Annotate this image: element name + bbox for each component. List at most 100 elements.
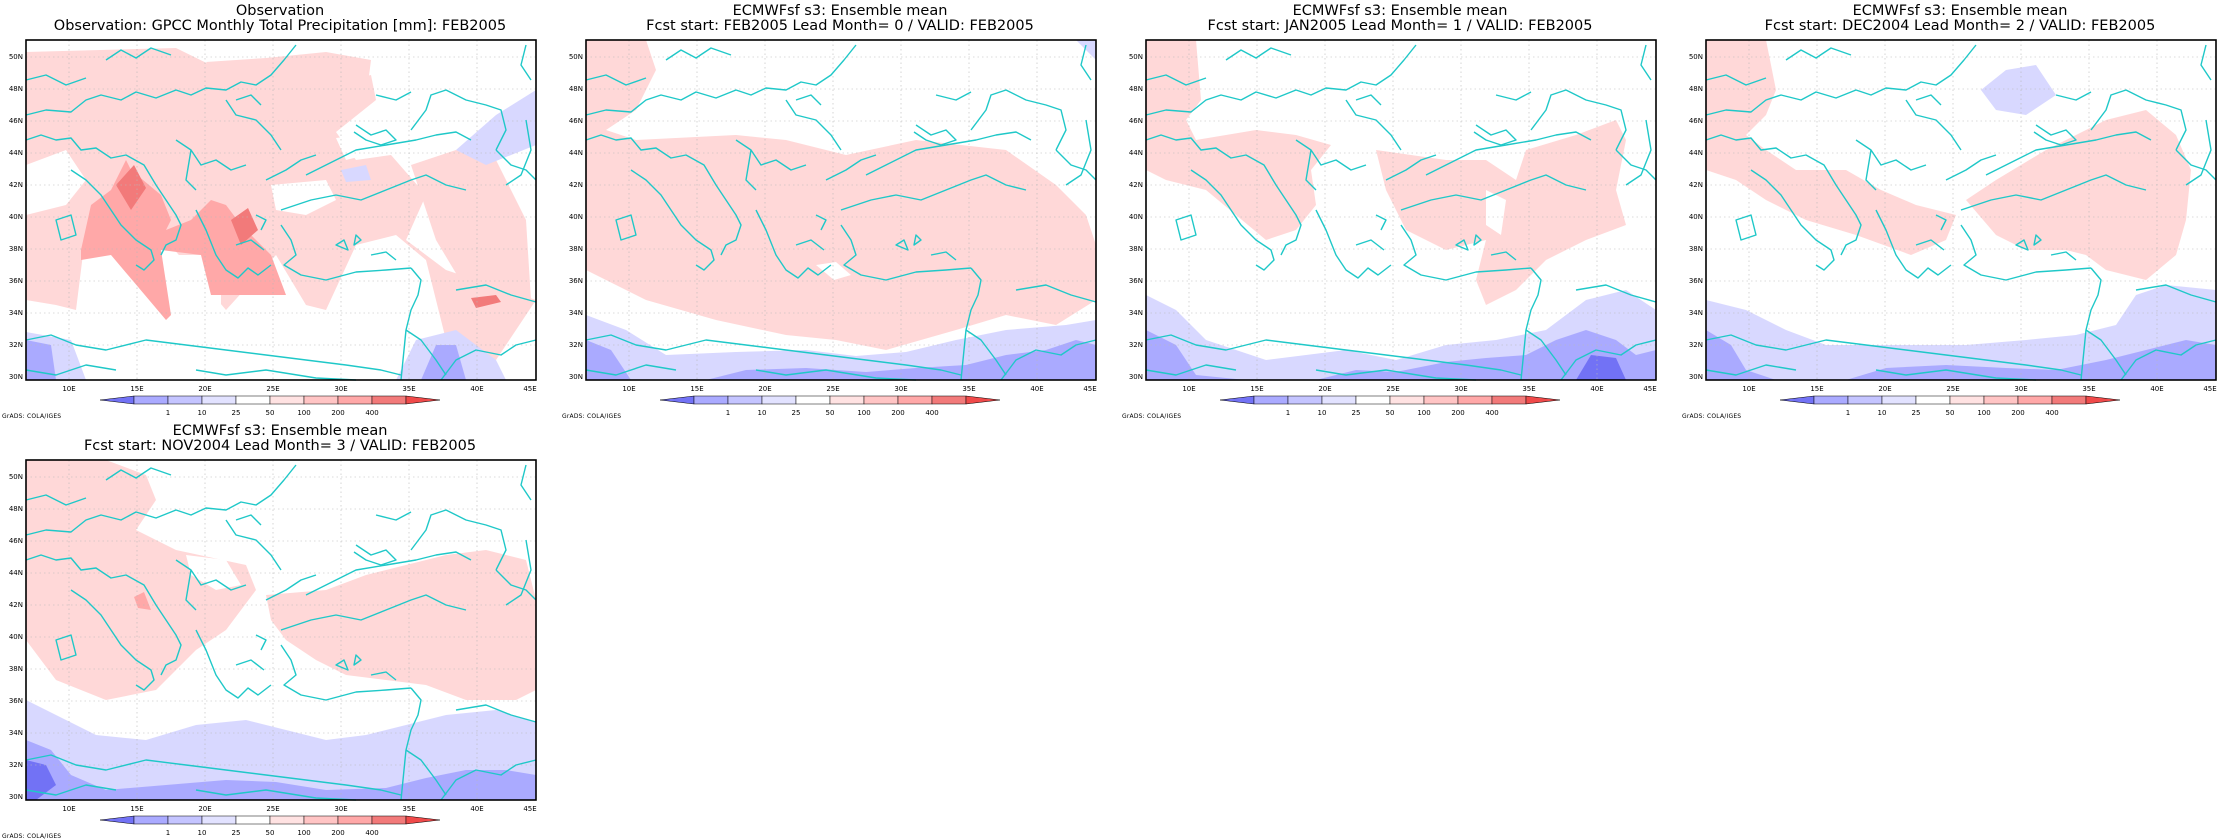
colorbar-legend: 1 10 25 50 100 200 400 (99, 815, 441, 837)
lon-tick-label: 30E (334, 385, 347, 393)
colorbar-swatch (405, 815, 441, 825)
lon-tick-label: 15E (690, 385, 703, 393)
lon-tick-label: 35E (402, 385, 415, 393)
colorbar-swatch (167, 395, 203, 405)
precipitation-map: 10E 15E 20E 25E 30E 35E 40E 45E 50N 48N … (9, 459, 537, 813)
colorbar-label: 10 (1318, 409, 1327, 417)
lat-tick-label: 42N (569, 181, 583, 189)
colorbar-label: 1 (1286, 409, 1290, 417)
colorbar-swatch (965, 395, 1001, 405)
colorbar-label: 100 (297, 829, 310, 837)
lon-tick-label: 10E (62, 385, 75, 393)
precip-fill-blue-light (1706, 285, 2216, 380)
precip-fill-white (1956, 165, 1981, 185)
colorbar-swatch (693, 395, 729, 405)
lon-tick-label: 40E (470, 385, 483, 393)
lat-tick-label: 38N (1129, 245, 1143, 253)
colorbar-label: 25 (792, 409, 801, 417)
colorbar-swatch (1983, 395, 2019, 405)
colorbar-label: 25 (1912, 409, 1921, 417)
lon-tick-label: 20E (1318, 385, 1331, 393)
lat-tick-label: 42N (9, 601, 23, 609)
precip-fill-red-light (411, 150, 531, 315)
colorbar-label: 25 (1352, 409, 1361, 417)
lat-tick-label: 44N (569, 149, 583, 157)
colorbar-label: 200 (1451, 409, 1464, 417)
lat-tick-label: 38N (1689, 245, 1703, 253)
colorbar-swatch (303, 815, 339, 825)
colorbar-label: 200 (331, 829, 344, 837)
colorbar-swatch (1881, 395, 1917, 405)
lat-tick-label: 30N (1689, 373, 1703, 381)
colorbar-legend: 1 10 25 50 100 200 400 (1219, 395, 1561, 417)
colorbar-swatch (1915, 395, 1951, 405)
lon-tick-label: 35E (2082, 385, 2095, 393)
lat-tick-label: 50N (9, 53, 23, 61)
colorbar-label: 400 (925, 409, 938, 417)
precip-fill-red-light (1146, 40, 1331, 240)
lon-tick-label: 40E (2150, 385, 2163, 393)
map-frame (585, 39, 1097, 381)
panel-title: ECMWFsf s3: Ensemble mean (732, 3, 948, 19)
colorbar-swatch (2085, 395, 2121, 405)
map-panel-lead-0: ECMWFsf s3: Ensemble mean Fcst start: FE… (560, 0, 1120, 420)
lon-tick-label: 40E (1590, 385, 1603, 393)
precip-anomaly-fills (1706, 40, 2216, 380)
precip-fill-blue-light (456, 90, 536, 165)
lat-tick-label: 48N (9, 505, 23, 513)
lat-tick-label: 48N (569, 85, 583, 93)
colorbar-label: 400 (2045, 409, 2058, 417)
precip-anomaly-fills (586, 40, 1096, 380)
colorbar-label: 400 (365, 829, 378, 837)
panel-title: ECMWFsf s3: Ensemble mean (1852, 3, 2068, 19)
lon-tick-label: 15E (1250, 385, 1263, 393)
panel-title: ECMWFsf s3: Ensemble mean (172, 423, 388, 439)
lon-tick-label: 10E (622, 385, 635, 393)
colorbar-legend: 1 10 25 50 100 200 400 (99, 395, 441, 417)
precip-fill-white (1486, 190, 1506, 235)
precip-fill-blue-light (586, 315, 1096, 380)
precip-fill-red-light (1706, 40, 1956, 255)
colorbar-swatch (99, 815, 135, 825)
precip-fill-white (816, 262, 851, 280)
colorbar-swatch (1779, 395, 1815, 405)
colorbar-swatch (133, 815, 169, 825)
map-panel-lead-1: ECMWFsf s3: Ensemble mean Fcst start: JA… (1120, 0, 1680, 420)
colorbar-swatch (1219, 395, 1255, 405)
colorbar-swatch (235, 395, 271, 405)
colorbar-label: 100 (1417, 409, 1430, 417)
coastline (25, 44, 537, 381)
lat-tick-label: 44N (9, 569, 23, 577)
grads-credit: GrADS: COLA/IGES (2, 413, 62, 420)
colorbar-swatch (1423, 395, 1459, 405)
colorbar-swatch (201, 815, 237, 825)
colorbar-swatch (201, 395, 237, 405)
precip-fill-blue-mid (1146, 330, 1246, 380)
colorbar-swatch (133, 395, 169, 405)
colorbar-swatch (303, 395, 339, 405)
precipitation-map: 10E 15E 20E 25E 30E 35E 40E 45E 50N 48N … (569, 39, 1097, 393)
map-frame (25, 39, 537, 381)
lon-axis-labels: 10E 15E 20E 25E 30E 35E 40E 45E (622, 385, 1096, 393)
colorbar-label: 25 (232, 829, 241, 837)
colorbar-swatch (1491, 395, 1527, 405)
lon-tick-label: 30E (1454, 385, 1467, 393)
coastline (585, 44, 1097, 381)
lat-tick-label: 32N (1689, 341, 1703, 349)
colorbar-swatch (1525, 395, 1561, 405)
grads-credit: GrADS: COLA/IGES (1122, 413, 1182, 420)
colorbar-swatch (1389, 395, 1425, 405)
colorbar-swatch (337, 395, 373, 405)
colorbar-swatch (2051, 395, 2087, 405)
lat-tick-label: 30N (9, 373, 23, 381)
lat-tick-label: 32N (9, 761, 23, 769)
lon-tick-label: 20E (1878, 385, 1891, 393)
colorbar-label: 200 (331, 409, 344, 417)
lat-tick-label: 50N (1689, 53, 1703, 61)
colorbar-swatch (761, 395, 797, 405)
colorbar-label: 100 (1977, 409, 1990, 417)
lon-tick-label: 25E (826, 385, 839, 393)
precip-anomaly-fills (26, 460, 536, 800)
lat-tick-label: 36N (569, 277, 583, 285)
colorbar-label: 50 (1386, 409, 1395, 417)
